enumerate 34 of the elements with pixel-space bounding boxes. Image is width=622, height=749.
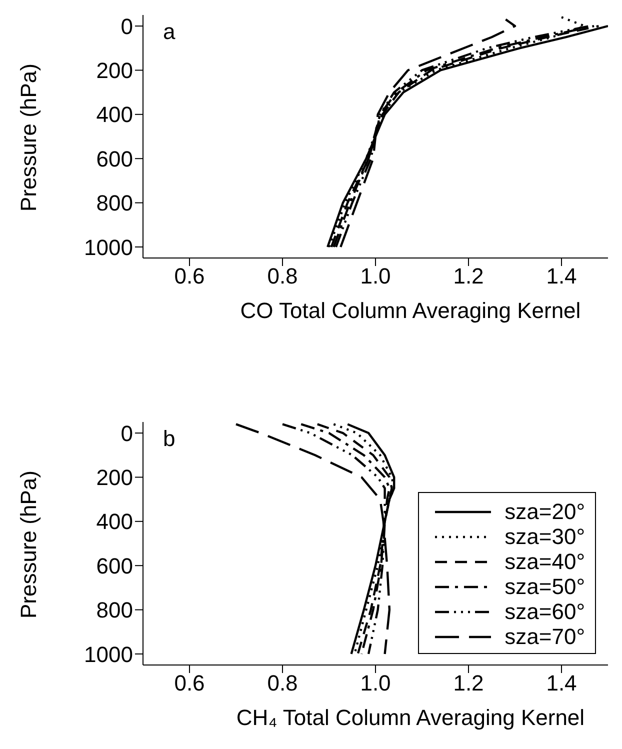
- y-tick-label: 200: [96, 58, 133, 84]
- y-tick-label: 600: [96, 553, 133, 578]
- x-tick-label: 0.8: [267, 264, 298, 289]
- x-tick-label: 1.0: [360, 670, 391, 696]
- x-tick-label: 1.0: [360, 264, 391, 289]
- y-tick-label: 200: [96, 465, 133, 490]
- x-axis-title: CH₄ Total Column Averaging Kernel: [236, 705, 585, 730]
- y-tick-label: 400: [96, 102, 133, 128]
- legend-label: sza=20°: [504, 498, 585, 524]
- x-axis-title: CO Total Column Averaging Kernel: [240, 298, 581, 323]
- x-tick-label: 1.2: [453, 670, 484, 696]
- legend-label: sza=70°: [504, 624, 585, 650]
- x-tick-label: 1.4: [546, 670, 577, 696]
- annotation: a: [163, 19, 176, 45]
- x-tick-label: 1.2: [453, 264, 484, 289]
- y-tick-label: 0: [120, 14, 133, 39]
- legend-label: sza=60°: [504, 598, 585, 624]
- y-tick-label: 0: [120, 420, 133, 446]
- x-tick-label: 1.4: [546, 264, 577, 289]
- y-tick-label: 800: [96, 190, 133, 216]
- y-tick-label: 800: [96, 598, 133, 623]
- y-axis-title: Pressure (hPa): [16, 64, 41, 212]
- y-tick-label: 600: [96, 146, 133, 172]
- annotation: b: [163, 426, 176, 452]
- legend-label: sza=50°: [504, 574, 585, 600]
- legend-label: sza=40°: [504, 548, 585, 574]
- x-tick-label: 0.6: [174, 670, 205, 696]
- y-tick-label: 1000: [84, 234, 133, 260]
- y-axis-title: Pressure (hPa): [16, 470, 41, 618]
- x-tick-label: 0.8: [267, 670, 298, 696]
- y-tick-label: 1000: [84, 642, 133, 667]
- x-tick-label: 0.6: [174, 264, 205, 289]
- y-tick-label: 400: [96, 509, 133, 534]
- legend-label: sza=30°: [504, 524, 585, 550]
